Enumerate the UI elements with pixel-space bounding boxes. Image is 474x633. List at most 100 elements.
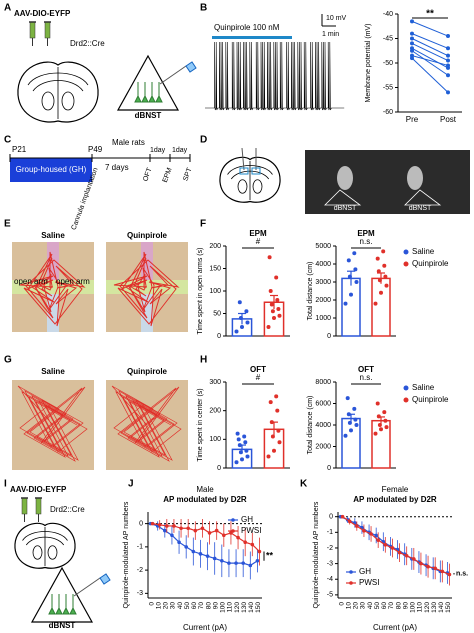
- y-tick-label: 5000: [315, 243, 331, 250]
- x-tick-label: 30: [170, 602, 177, 610]
- data-point: [343, 433, 348, 438]
- data-point: [234, 460, 239, 465]
- x-tick-label: 70: [388, 602, 395, 610]
- data-point: [379, 290, 383, 295]
- data-point: [410, 41, 414, 46]
- data-point: [379, 427, 383, 432]
- x-tick-label: 50: [374, 602, 381, 610]
- data-point: [353, 417, 358, 422]
- test-label: EPM: [162, 167, 174, 184]
- data-point: [277, 440, 282, 445]
- data-point: [354, 280, 359, 284]
- data-point: [243, 440, 248, 445]
- test-label: OFT: [142, 166, 154, 182]
- y-tick-label: 100: [209, 436, 221, 443]
- data-point: [446, 46, 450, 51]
- y-tick-label: -3: [327, 560, 333, 567]
- data-point: [383, 418, 388, 423]
- gap-label: 1day: [172, 147, 188, 154]
- x-tick-label: 90: [402, 602, 409, 610]
- data-point: [236, 535, 240, 540]
- x-tick-label: 80: [205, 602, 212, 610]
- y-tick-label: 150: [209, 265, 221, 272]
- data-point: [179, 526, 183, 531]
- electrode: [159, 65, 187, 85]
- data-point: [270, 434, 275, 439]
- cannula-tip: [239, 167, 249, 175]
- scale-label: 10 mV: [326, 15, 347, 22]
- data-point: [266, 454, 271, 459]
- data-point: [198, 552, 203, 556]
- data-point: [269, 302, 274, 307]
- data-point: [376, 414, 381, 419]
- data-point: [277, 313, 282, 318]
- y-axis-label: Total distance (cm): [307, 396, 314, 455]
- arm-label: open arm: [14, 277, 48, 286]
- y-tick-label: 0: [139, 520, 143, 527]
- data-point: [433, 566, 437, 571]
- neuron: [62, 606, 70, 615]
- x-tick-label: 40: [367, 602, 374, 610]
- y-tick-label: -3: [137, 590, 143, 597]
- x-tick-label: 10: [345, 602, 352, 610]
- region-label: dBNST: [334, 205, 357, 212]
- data-point: [375, 256, 380, 261]
- housing-box: [10, 158, 92, 182]
- data-point: [240, 457, 244, 462]
- x-tick-label: 20: [353, 602, 360, 610]
- legend-label: Saline: [412, 383, 435, 392]
- data-point: [384, 283, 389, 288]
- data-point: [354, 423, 359, 427]
- data-point: [214, 528, 219, 533]
- x-tick-label: 0: [148, 602, 155, 606]
- gap-label: 1day: [150, 147, 166, 154]
- y-tick-label: 0: [329, 514, 333, 521]
- y-tick-label: 50: [213, 310, 221, 317]
- data-point: [157, 522, 162, 527]
- data-point: [373, 431, 378, 436]
- track: [19, 251, 86, 327]
- data-point: [250, 542, 255, 547]
- animals-label: Male rats: [112, 138, 145, 147]
- x-tick-label: 20: [163, 602, 170, 610]
- x-tick-label: 140: [438, 602, 445, 613]
- data-point: [446, 53, 450, 58]
- data-point: [220, 559, 224, 563]
- pair-line: [411, 33, 449, 49]
- drug-bar: [212, 36, 292, 39]
- data-point: [269, 420, 274, 425]
- y-tick-label: 200: [209, 408, 221, 415]
- track: [111, 385, 182, 462]
- chart-title: OFT: [250, 365, 266, 374]
- y-tick-label: 200: [209, 243, 221, 250]
- age-label: P21: [12, 145, 27, 154]
- test-label: SPT: [182, 166, 193, 182]
- data-point: [376, 538, 380, 542]
- data-point: [248, 563, 253, 568]
- series-line: [152, 523, 260, 552]
- fluorescence: [407, 166, 423, 190]
- data-point: [381, 249, 386, 254]
- dbnst-triangle: [30, 566, 94, 623]
- micrograph: [305, 150, 470, 214]
- x-axis-label: Current (pA): [373, 623, 417, 632]
- x-tick-label: 50: [184, 602, 191, 610]
- region-label: dBNST: [409, 205, 432, 212]
- x-tick-label: 140: [248, 602, 255, 613]
- data-point: [397, 550, 402, 555]
- y-tick-label: -50: [383, 60, 393, 67]
- arm-label: open arm: [56, 277, 90, 286]
- significance: n.s.: [360, 237, 373, 246]
- legend-marker: [403, 385, 409, 391]
- x-tick-label: 120: [234, 602, 241, 613]
- x-tick-label: 130: [241, 602, 248, 613]
- age-label: P49: [88, 145, 103, 154]
- data-point: [346, 258, 351, 263]
- fluorescence: [337, 166, 353, 190]
- y-tick-label: -45: [383, 35, 393, 42]
- data-point: [276, 428, 281, 433]
- y-tick-label: -1: [137, 544, 143, 551]
- data-point: [377, 278, 382, 283]
- panel-label: J: [128, 479, 134, 490]
